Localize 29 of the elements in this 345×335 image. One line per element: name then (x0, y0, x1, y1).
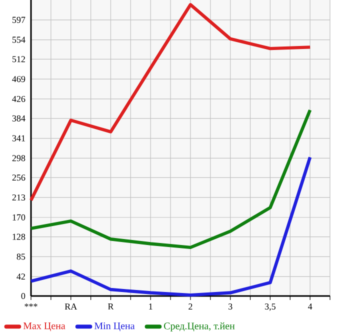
y-tick-label: 298 (12, 155, 26, 162)
y-tick-label: 128 (12, 234, 26, 240)
x-tick-label: R (108, 304, 114, 310)
y-tick-label: 42 (16, 274, 25, 280)
y-tick-label: 0 (21, 292, 26, 300)
line-series (29, 156, 312, 297)
y-tick-label: 469 (12, 76, 26, 82)
x-tick-label: 3 (228, 304, 232, 310)
y-tick-label: 170 (12, 214, 26, 220)
y-tick-label: 426 (12, 96, 26, 102)
x-tick-label: 4 (308, 304, 312, 310)
legend-label: Сред.Цена, т.йен (164, 322, 235, 332)
legend-label: Min Цена (94, 322, 135, 332)
x-tick-label: *** (24, 304, 38, 307)
x-tick-label: RA (64, 304, 78, 310)
x-tick-label: 1 (149, 304, 152, 310)
y-tick-label: 597 (12, 16, 26, 23)
line-series (29, 108, 312, 250)
y-tick-label: 85 (16, 254, 26, 260)
line-series (29, 3, 312, 202)
y-tick-label: 384 (12, 115, 26, 122)
x-tick-label: 2 (188, 304, 192, 310)
legend-label: Max Цена (23, 322, 66, 332)
x-tick-label: 3,5 (265, 304, 276, 311)
y-tick-label: 554 (12, 36, 26, 43)
y-tick-label: 512 (12, 56, 25, 62)
y-tick-label: 256 (12, 174, 26, 181)
y-tick-label: 213 (12, 194, 26, 201)
y-tick-label: 341 (12, 135, 25, 142)
